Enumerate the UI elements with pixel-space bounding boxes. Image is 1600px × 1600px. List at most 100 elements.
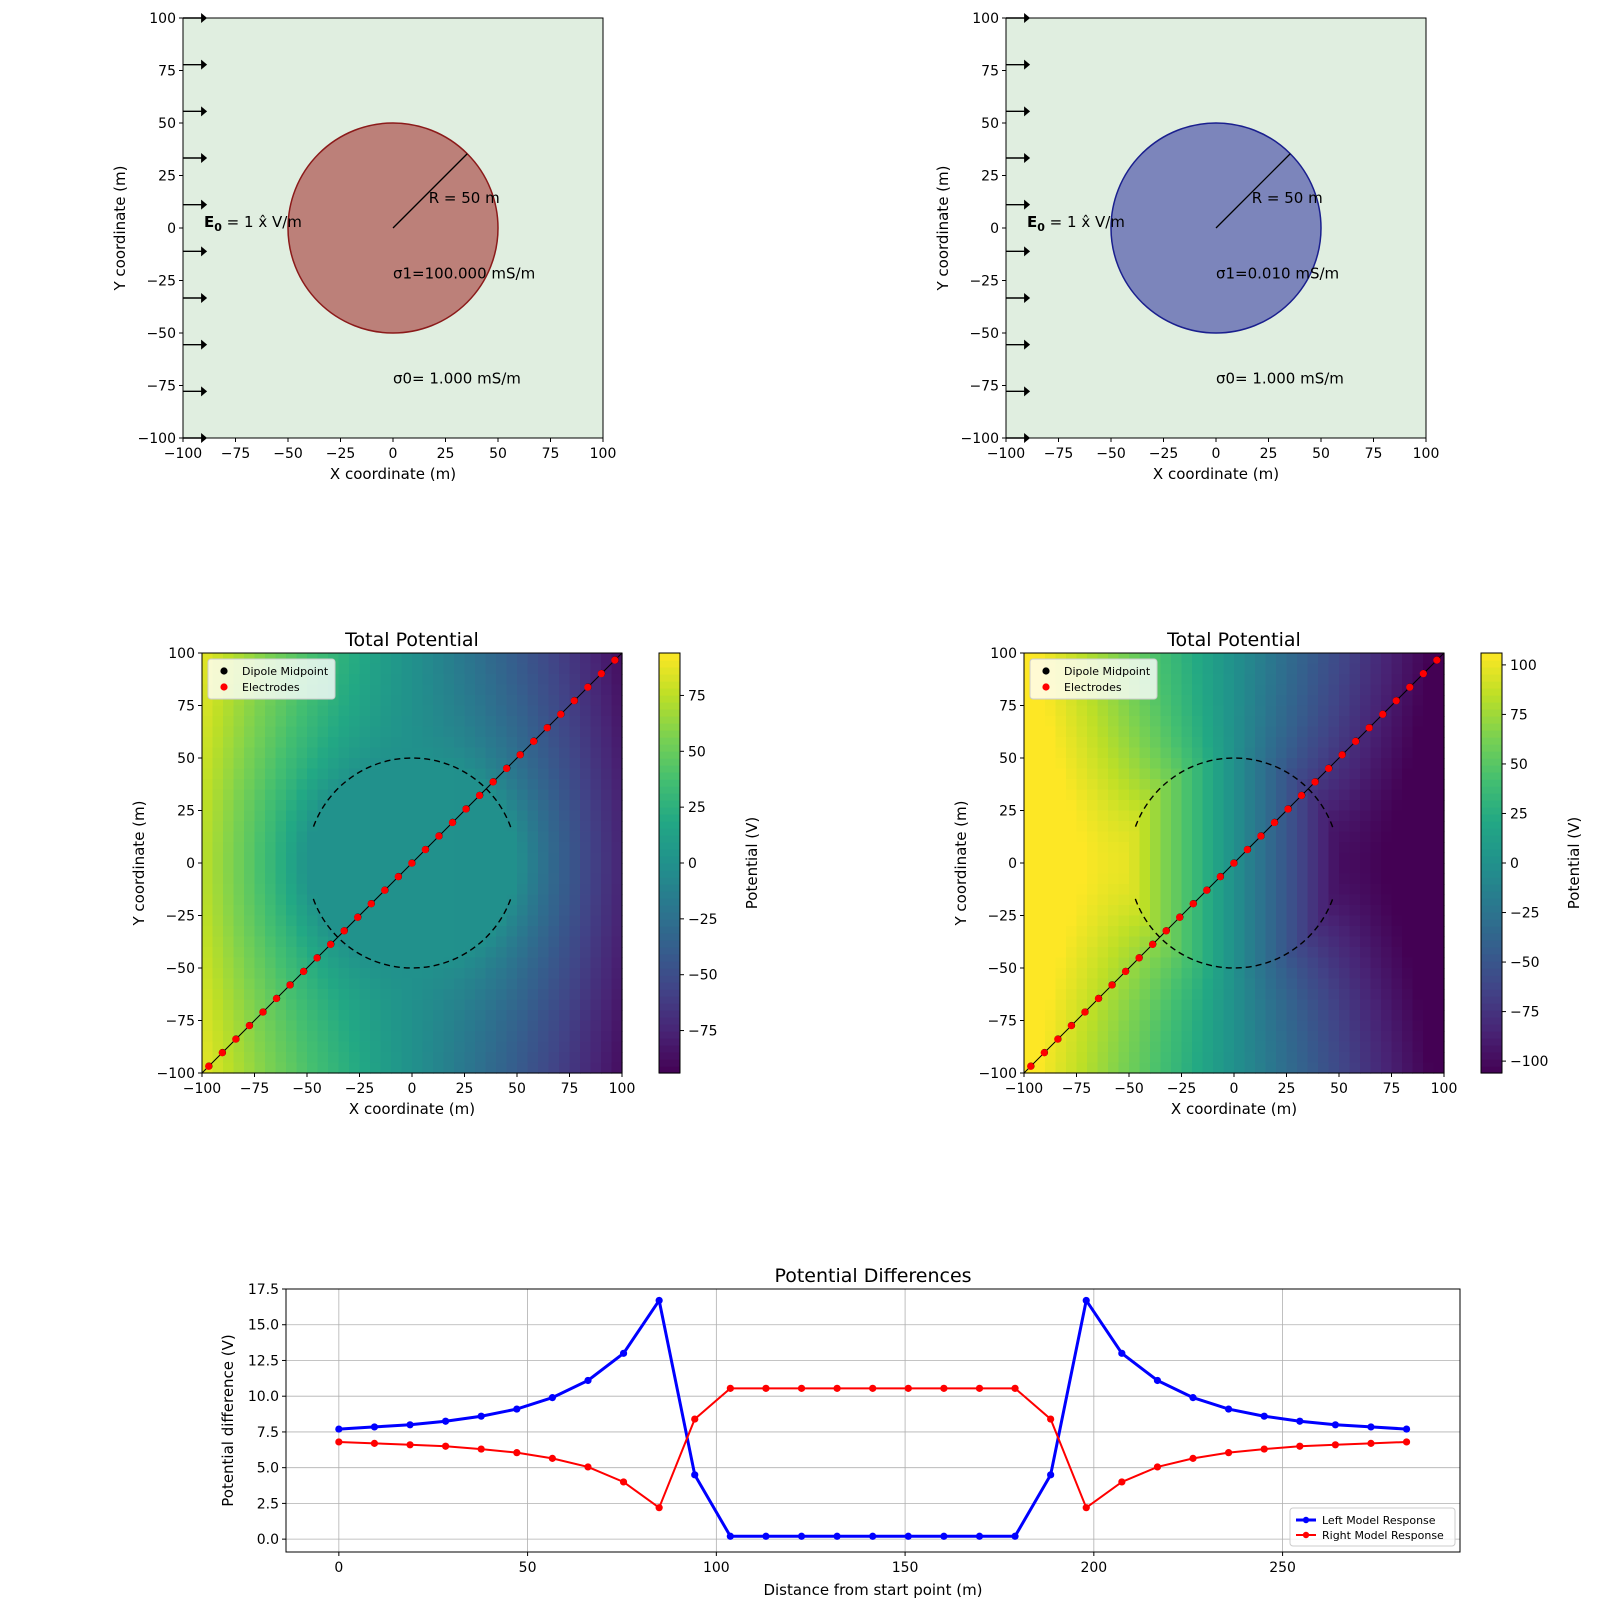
heatmap-cell	[548, 674, 560, 686]
heatmap-cell	[1339, 810, 1351, 822]
heatmap-cell	[265, 884, 277, 896]
colorbar-segment	[1481, 877, 1502, 885]
heatmap-cell	[1181, 968, 1193, 980]
heatmap-cell	[1255, 747, 1267, 759]
electrode	[543, 724, 551, 732]
heatmap-cell	[212, 821, 224, 833]
electrode	[435, 832, 443, 840]
heatmap-cell	[475, 716, 487, 728]
heatmap-cell	[1255, 768, 1267, 780]
heatmap-cell	[433, 705, 445, 717]
heatmap-cell	[1391, 884, 1403, 896]
colorbar-segment	[659, 814, 680, 822]
heatmap-cell	[1423, 674, 1435, 686]
heatmap-cell	[443, 726, 455, 738]
heatmap-cell	[1360, 758, 1372, 770]
heatmap-cell	[1234, 884, 1246, 896]
heatmap-cell	[580, 821, 592, 833]
heatmap-cell	[1412, 800, 1424, 812]
heatmap-cell	[1276, 873, 1288, 885]
heatmap-cell	[265, 726, 277, 738]
heatmap-cell	[1213, 663, 1225, 675]
heatmap-cell	[1045, 737, 1057, 749]
heatmap-cell	[1234, 800, 1246, 812]
heatmap-cell	[286, 894, 298, 906]
heatmap-cell	[1339, 705, 1351, 717]
heatmap-cell	[443, 968, 455, 980]
heatmap-cell	[464, 989, 476, 1001]
heatmap-cell	[548, 831, 560, 843]
heatmap-cell	[275, 842, 287, 854]
heatmap-cell	[1108, 936, 1120, 948]
colorbar-segment	[1481, 919, 1502, 927]
heatmap-cell	[1066, 779, 1078, 791]
heatmap-cell	[517, 852, 529, 864]
heatmap-cell	[1181, 989, 1193, 1001]
heatmap-cell	[1150, 653, 1162, 665]
heatmap-cell	[443, 1041, 455, 1053]
line-ytick-label: 15.0	[248, 1318, 279, 1334]
heatmap-cell	[391, 1041, 403, 1053]
heatmap-cell	[475, 989, 487, 1001]
heatmap-cell	[338, 957, 350, 969]
heatmap-cell	[307, 1041, 319, 1053]
heatmap-cell	[464, 831, 476, 843]
heatmap-cell	[506, 989, 518, 1001]
heatmap-cell	[1360, 716, 1372, 728]
heatmap-cell	[401, 674, 413, 686]
heatmap-cell	[1129, 695, 1141, 707]
heatmap-cell	[496, 1052, 508, 1064]
heatmap-cell	[412, 999, 424, 1011]
heatmap-cell	[485, 831, 497, 843]
heatmap-cell	[1076, 726, 1088, 738]
heatmap-cell	[422, 1010, 434, 1022]
heatmap-cell	[359, 884, 371, 896]
heatmap-cell	[338, 821, 350, 833]
heatmap-cell	[1076, 852, 1088, 864]
heatmap-cell	[1412, 905, 1424, 917]
heatmap-cell	[1402, 663, 1414, 675]
series-point-right	[370, 1439, 379, 1447]
heatmap-cell	[1381, 842, 1393, 854]
heatmap-cell	[296, 1062, 308, 1074]
heatmap-cell	[1297, 768, 1309, 780]
heatmap-cell	[433, 873, 445, 885]
heatmap-cell	[1412, 842, 1424, 854]
heatmap-cell	[223, 758, 235, 770]
heatmap-cell	[1276, 737, 1288, 749]
heatmap-cell	[548, 737, 560, 749]
heatmap-cell	[307, 737, 319, 749]
heatmap-cell	[559, 863, 571, 875]
heatmap-cell	[1265, 705, 1277, 717]
model-xtick-label: 75	[1365, 446, 1383, 462]
heatmap-cell	[496, 810, 508, 822]
heatmap-cell	[1234, 915, 1246, 927]
heatmap-cell	[559, 852, 571, 864]
heatmap-cell	[538, 747, 550, 759]
heatmap-cell	[1381, 968, 1393, 980]
heatmap-cell	[307, 821, 319, 833]
heatmap-cell	[1391, 989, 1403, 1001]
heatmap-cell	[1150, 831, 1162, 843]
heatmap-cell	[1276, 968, 1288, 980]
heatmap-cell	[1318, 737, 1330, 749]
heatmap-cell	[1192, 789, 1204, 801]
heatmap-cell	[1391, 1041, 1403, 1053]
heatmap-cell	[1307, 1020, 1319, 1032]
heatmap-cell	[1286, 1062, 1298, 1074]
heatmap-cell	[1024, 789, 1036, 801]
heatmap-cell	[1129, 947, 1141, 959]
heatmap-cell	[1024, 873, 1036, 885]
heatmap-cell	[1129, 747, 1141, 759]
heatmap-cell	[370, 884, 382, 896]
heatmap-cell	[359, 726, 371, 738]
colorbar-label: Potential (V)	[1565, 817, 1583, 909]
heatmap-cell	[538, 1031, 550, 1043]
heatmap-cell	[391, 999, 403, 1011]
heatmap-cell	[1160, 821, 1172, 833]
colorbar-segment	[1481, 870, 1502, 878]
heatmap-cell	[401, 894, 413, 906]
heatmap-cell	[1171, 978, 1183, 990]
heatmap-cell	[391, 1020, 403, 1032]
heatmap-cell	[1349, 999, 1361, 1011]
